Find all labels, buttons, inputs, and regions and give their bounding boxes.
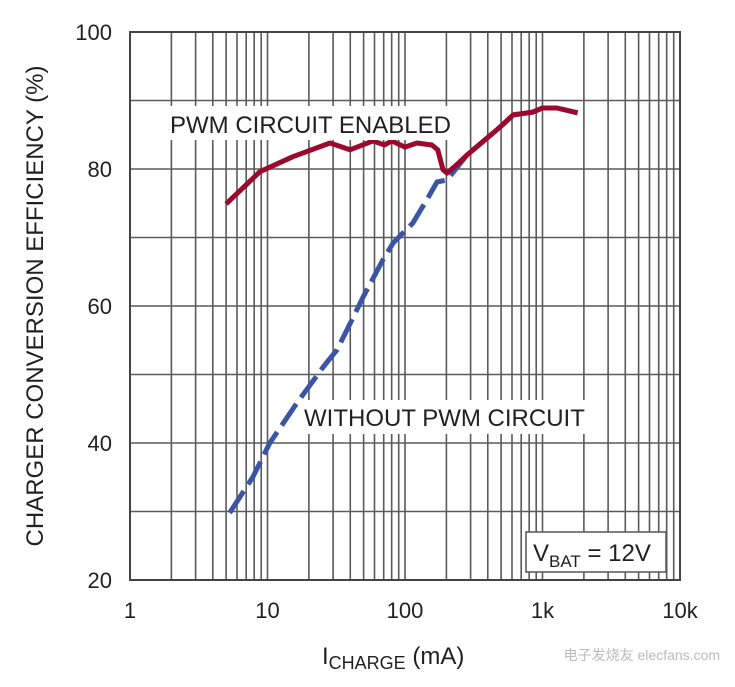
x-tick-label: 1 xyxy=(124,598,136,623)
x-tick-label: 10k xyxy=(662,598,698,623)
vbat-box xyxy=(525,531,667,573)
pwm-label: PWM CIRCUIT ENABLED xyxy=(170,112,451,139)
pwm-label-bg xyxy=(165,106,460,140)
x-tick-label: 1k xyxy=(531,598,555,623)
tick-labels: 1 10 100 1k 10k 20 40 60 80 100 xyxy=(75,20,698,623)
vbat-label: VBAT = 12V xyxy=(533,540,651,571)
watermark: 电子发烧友 elecfans.com xyxy=(564,647,720,663)
nopwm-label: WITHOUT PWM CIRCUIT xyxy=(304,405,585,432)
plot-frame xyxy=(129,31,681,581)
nopwm-label-bg xyxy=(298,400,600,434)
series-line-without-pwm xyxy=(227,105,579,515)
x-tick-label: 100 xyxy=(387,598,424,623)
y-tick-label: 100 xyxy=(75,20,112,45)
y-tick-label: 40 xyxy=(88,431,112,456)
y-axis-label: CHARGER CONVERSION EFFICIENCY (%) xyxy=(22,66,49,547)
x-tick-label: 10 xyxy=(255,598,279,623)
series-line-pwm-enabled xyxy=(224,105,579,206)
y-tick-label: 60 xyxy=(88,294,112,319)
series-lines xyxy=(224,105,579,515)
x-axis-label: ICHARGE (mA) xyxy=(322,643,464,673)
y-tick-label: 20 xyxy=(88,568,112,593)
y-tick-label: 80 xyxy=(88,157,112,182)
